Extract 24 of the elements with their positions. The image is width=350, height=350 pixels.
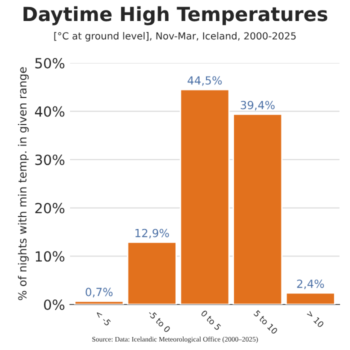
y-tick-label: 0%: [44, 299, 64, 310]
bar: [74, 300, 124, 304]
x-tick-label: 5 to 10: [253, 310, 278, 334]
x-tick-label: < -5: [95, 310, 112, 326]
x-tick-label: 0 to 5: [200, 310, 222, 331]
x-tick-label: -5 to 0: [148, 310, 171, 333]
y-axis-title: % of nights with min temp. in given range: [18, 67, 29, 300]
bar: [232, 114, 283, 304]
chart-title: Daytime High Temperatures: [24, 6, 328, 26]
data-label: 0,7%: [86, 288, 113, 298]
x-tick-label: > 10: [306, 310, 324, 328]
data-label: 12,9%: [135, 228, 169, 238]
bar: [126, 242, 177, 304]
y-tick-label: 50%: [35, 58, 64, 68]
data-label: 2,4%: [297, 280, 324, 290]
data-label: 39,4%: [240, 100, 275, 110]
bar: [180, 88, 230, 304]
data-label: 44,5%: [188, 76, 222, 86]
chart-subtitle: [°C at ground level], Nov-Mar, Iceland, 2000-2025: [54, 32, 296, 42]
y-tick-label: 40%: [34, 106, 64, 117]
y-tick-label: 20%: [35, 202, 64, 214]
y-tick-label: 10%: [36, 251, 64, 262]
y-tick-label: 30%: [35, 154, 64, 166]
bar: [285, 292, 336, 304]
